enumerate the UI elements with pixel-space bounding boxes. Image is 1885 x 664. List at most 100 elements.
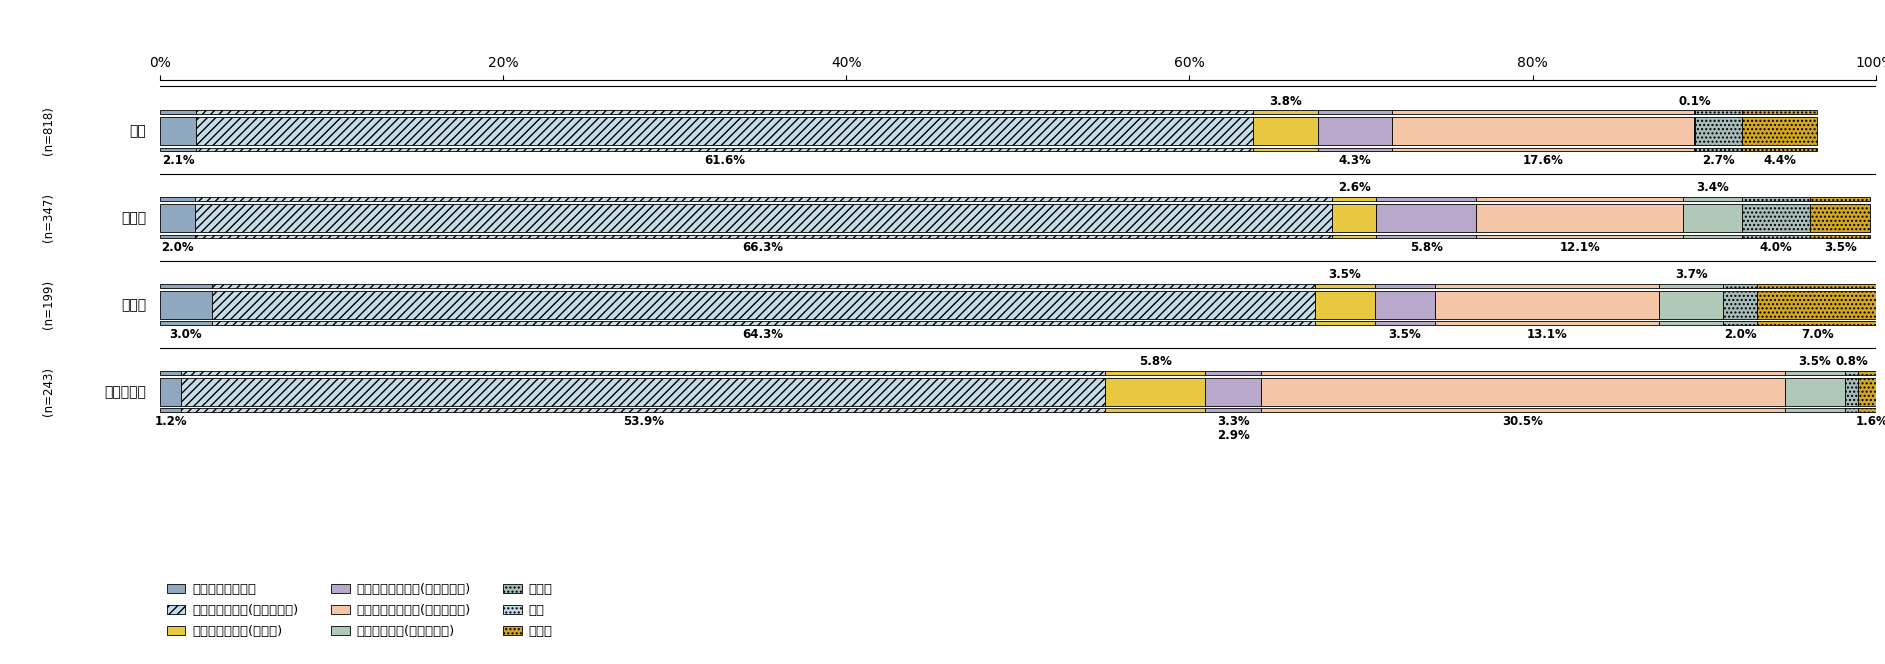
Text: 0.8%: 0.8% (1836, 355, 1868, 369)
Text: 30.5%: 30.5% (1502, 415, 1544, 428)
Bar (1434, 291, 1659, 319)
Bar (1261, 408, 1785, 412)
Bar (160, 204, 194, 232)
Bar (1376, 204, 1476, 232)
Bar (181, 371, 1105, 375)
Bar (1333, 204, 1376, 232)
Bar (1318, 147, 1391, 151)
Bar (1742, 110, 1817, 114)
Text: 17.6%: 17.6% (1523, 154, 1563, 167)
Bar (181, 378, 1105, 406)
Text: 2.7%: 2.7% (1702, 154, 1734, 167)
Text: 2.0%: 2.0% (160, 241, 194, 254)
Bar (1695, 117, 1742, 145)
Bar (1434, 284, 1659, 288)
Bar (160, 197, 194, 201)
Bar (1683, 204, 1742, 232)
Bar (1314, 321, 1374, 325)
Bar (1434, 321, 1659, 325)
Bar (1476, 197, 1683, 201)
Text: 3.8%: 3.8% (1269, 94, 1303, 108)
Text: 3.7%: 3.7% (1676, 268, 1708, 282)
Bar (1723, 291, 1757, 319)
Bar (1261, 371, 1785, 375)
Bar (160, 291, 211, 319)
Bar (1859, 378, 1885, 406)
Bar (1333, 197, 1376, 201)
Bar (1683, 197, 1742, 201)
Bar (1476, 204, 1683, 232)
Text: 0.1%: 0.1% (1678, 94, 1712, 108)
Bar (1742, 204, 1810, 232)
Bar (1683, 234, 1742, 238)
Bar (160, 408, 181, 412)
Bar (1205, 371, 1261, 375)
Bar (1757, 284, 1877, 288)
Bar (1314, 291, 1374, 319)
Bar (1859, 371, 1885, 375)
Bar (211, 321, 1314, 325)
Bar (1254, 117, 1318, 145)
Text: ３回目以上: ３回目以上 (106, 384, 147, 398)
Bar (1391, 117, 1695, 145)
Text: 1.6%: 1.6% (1855, 415, 1885, 428)
Bar (160, 284, 211, 288)
Text: 13.1%: 13.1% (1527, 328, 1568, 341)
Bar (1374, 321, 1434, 325)
Text: 2.6%: 2.6% (1338, 181, 1370, 195)
Text: 2.9%: 2.9% (1218, 429, 1250, 442)
Bar (1695, 147, 1742, 151)
Text: 4.4%: 4.4% (1762, 154, 1796, 167)
Bar (160, 378, 181, 406)
Bar (196, 117, 1254, 145)
Text: 3.5%: 3.5% (1389, 328, 1421, 341)
Bar (1318, 117, 1391, 145)
Bar (1318, 110, 1391, 114)
Bar (1205, 378, 1261, 406)
Text: (n=347): (n=347) (41, 193, 55, 242)
Bar (1105, 408, 1205, 412)
Bar (1723, 284, 1757, 288)
Bar (1333, 234, 1376, 238)
Bar (1742, 147, 1817, 151)
Bar (1742, 234, 1810, 238)
Text: 4.3%: 4.3% (1338, 154, 1372, 167)
Text: 3.5%: 3.5% (1329, 268, 1361, 282)
Bar (1723, 321, 1757, 325)
Bar (196, 147, 1254, 151)
Bar (1757, 321, 1877, 325)
Bar (1314, 284, 1374, 288)
Text: 61.6%: 61.6% (705, 154, 745, 167)
Text: 1.2%: 1.2% (155, 415, 187, 428)
Bar (1845, 408, 1859, 412)
Bar (1476, 234, 1683, 238)
Bar (1859, 408, 1885, 412)
Legend: 特命随意契約方式, 見積合わせ方式(条件提示型), 見積合わせ方式(提案型), 指名競争入札方式(価格競争型), 一般競争入札方式(価格競争型), 競争入札方式: 特命随意契約方式, 見積合わせ方式(条件提示型), 見積合わせ方式(提案型), … (166, 584, 552, 638)
Text: 66.3%: 66.3% (743, 241, 784, 254)
Bar (194, 234, 1333, 238)
Bar (1659, 291, 1723, 319)
Bar (1659, 321, 1723, 325)
Bar (1785, 408, 1845, 412)
Text: 5.8%: 5.8% (1410, 241, 1442, 254)
Bar (160, 147, 196, 151)
Bar (1105, 371, 1205, 375)
Bar (1261, 378, 1785, 406)
Bar (194, 204, 1333, 232)
Text: 64.3%: 64.3% (743, 328, 784, 341)
Text: 2.1%: 2.1% (162, 154, 194, 167)
Text: 3.5%: 3.5% (1798, 355, 1830, 369)
Bar (1845, 371, 1859, 375)
Bar (1695, 110, 1742, 114)
Bar (1391, 147, 1695, 151)
Bar (1391, 110, 1695, 114)
Text: 12.1%: 12.1% (1559, 241, 1600, 254)
Bar (1742, 197, 1810, 201)
Bar (1105, 378, 1205, 406)
Bar (1845, 378, 1859, 406)
Text: ２回目: ２回目 (121, 297, 147, 311)
Bar (1742, 117, 1817, 145)
Bar (160, 234, 194, 238)
Text: 3.3%: 3.3% (1218, 415, 1250, 428)
Bar (1374, 291, 1434, 319)
